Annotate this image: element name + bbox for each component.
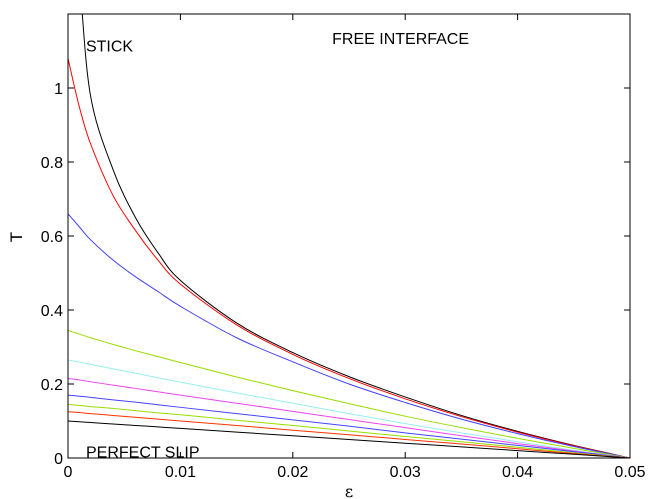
series-layer xyxy=(68,14,630,458)
series-line-1 xyxy=(81,14,630,458)
y-tick-label-2: 0.4 xyxy=(41,303,63,320)
annotation-stick: STICK xyxy=(86,38,133,55)
series-line-2 xyxy=(68,58,630,458)
x-tick-label-3: 0.03 xyxy=(390,464,421,481)
series-line-8 xyxy=(68,403,630,458)
series-line-5 xyxy=(68,359,630,458)
x-tick-label-4: 0.04 xyxy=(502,464,533,481)
y-tick-label-4: 0.8 xyxy=(41,155,63,172)
x-tick-label-0: 0 xyxy=(64,464,73,481)
series-line-9 xyxy=(68,411,630,458)
annotation-perfect-slip: PERFECT SLIP xyxy=(86,444,200,461)
series-line-10 xyxy=(68,420,630,458)
annotation-free-interface: FREE INTERFACE xyxy=(332,31,469,48)
x-tick-label-2: 0.02 xyxy=(277,464,308,481)
x-tick-label-5: 0.05 xyxy=(614,464,645,481)
series-line-6 xyxy=(68,377,630,458)
series-line-7 xyxy=(68,394,630,458)
y-tick-label-5: 1 xyxy=(54,81,63,98)
x-tick-label-1: 0.01 xyxy=(165,464,196,481)
tick-layer xyxy=(67,14,631,459)
y-tick-label-1: 0.2 xyxy=(41,377,63,394)
y-tick-label-3: 0.6 xyxy=(41,229,63,246)
tick-label-layer: 0 0.01 0.02 0.03 0.04 0.05 0 0.2 0.4 0.6 0.8 1 xyxy=(41,81,646,481)
series-line-4 xyxy=(68,329,630,458)
x-axis-title: ε xyxy=(345,482,353,499)
y-axis-title: T xyxy=(7,232,26,242)
y-tick-label-0: 0 xyxy=(54,451,63,468)
series-line-3 xyxy=(68,213,630,458)
